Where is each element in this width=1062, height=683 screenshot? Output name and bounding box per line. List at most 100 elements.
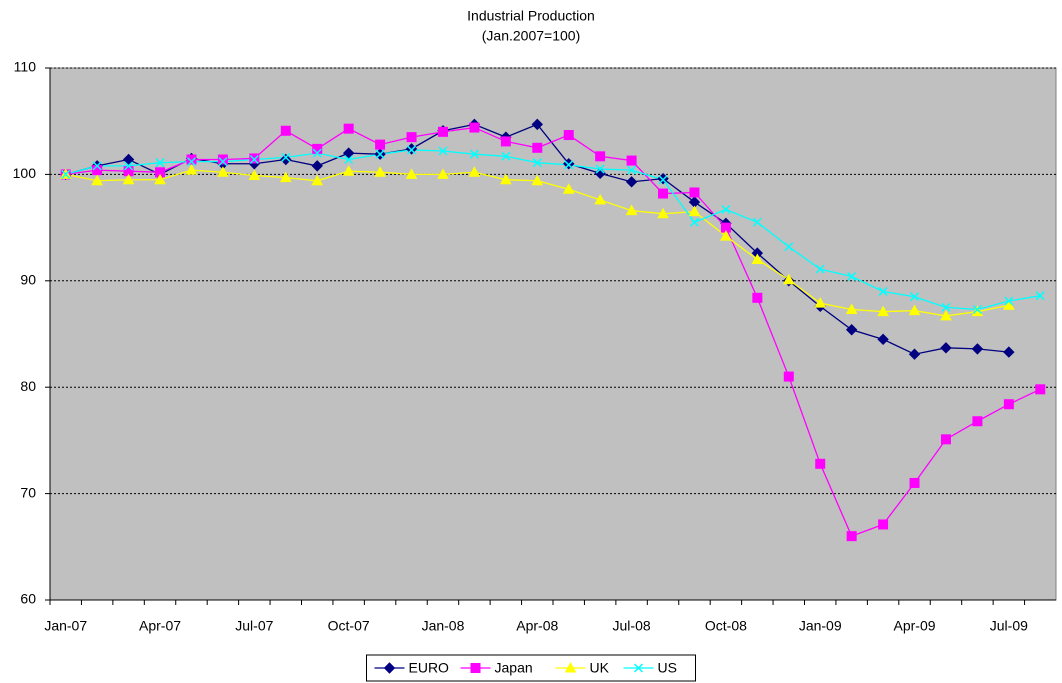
marker [61, 169, 71, 179]
marker [846, 531, 857, 542]
marker [972, 304, 982, 315]
marker [562, 183, 575, 194]
marker [594, 193, 607, 205]
marker [658, 175, 668, 185]
x-tick-label: Jul-09 [990, 618, 1028, 634]
legend-label: Japan [495, 660, 533, 676]
marker [437, 168, 449, 179]
marker [564, 160, 574, 170]
marker [752, 292, 763, 303]
marker [877, 305, 889, 317]
marker [940, 342, 952, 354]
marker [501, 151, 511, 161]
marker [122, 173, 135, 185]
legend-label: US [658, 660, 677, 676]
marker [783, 371, 794, 382]
y-tick-label: 110 [14, 59, 37, 75]
marker [627, 165, 637, 175]
marker [657, 207, 669, 219]
x-tick-label: Jul-08 [613, 618, 651, 634]
marker [342, 165, 355, 176]
marker [845, 303, 858, 315]
marker [217, 154, 228, 165]
marker [249, 154, 259, 165]
marker [437, 126, 448, 137]
marker [374, 166, 386, 177]
x-tick-label: Jul-07 [235, 618, 273, 634]
y-tick-label: 90 [20, 272, 36, 288]
marker [1004, 296, 1014, 306]
marker [908, 304, 921, 316]
marker [311, 174, 324, 186]
marker [469, 122, 480, 133]
marker [344, 154, 354, 165]
marker [185, 164, 198, 175]
marker [658, 188, 669, 199]
marker [1003, 399, 1014, 410]
marker [280, 153, 292, 166]
marker [383, 662, 396, 674]
marker [972, 416, 983, 427]
marker [721, 204, 731, 215]
marker [531, 174, 544, 186]
marker [752, 217, 762, 227]
marker [92, 165, 103, 176]
marker [909, 477, 920, 488]
marker [375, 139, 386, 150]
legend-label: EURO [409, 660, 450, 676]
marker [1035, 291, 1045, 301]
marker [814, 297, 827, 308]
marker [845, 324, 858, 336]
legend: EURO Japan UK US [366, 654, 696, 682]
marker [122, 153, 135, 166]
marker [784, 242, 794, 252]
marker [217, 166, 229, 177]
marker [532, 142, 543, 153]
marker [689, 217, 699, 227]
marker [91, 174, 104, 186]
marker [218, 157, 228, 167]
legend-label: UK [590, 660, 610, 676]
chart-subtitle: (Jan.2007=100) [482, 28, 580, 44]
marker [908, 348, 921, 360]
marker [847, 272, 857, 282]
marker [281, 152, 291, 162]
marker [595, 164, 605, 174]
marker [625, 204, 638, 216]
marker [1035, 384, 1046, 395]
marker [720, 230, 732, 241]
marker [186, 154, 197, 165]
marker [312, 148, 322, 158]
x-tick-label: Apr-09 [894, 618, 936, 634]
marker [499, 173, 512, 185]
marker [532, 158, 542, 168]
x-tick-label: Jan-07 [44, 618, 87, 634]
marker [342, 147, 355, 159]
marker [815, 264, 825, 274]
marker [625, 176, 638, 188]
marker [312, 143, 323, 154]
marker [405, 168, 418, 179]
marker [470, 663, 481, 673]
x-tick-label: Jan-08 [422, 618, 465, 634]
marker [815, 458, 826, 469]
marker [468, 166, 481, 177]
marker [595, 151, 606, 162]
marker [249, 153, 260, 164]
marker [124, 161, 134, 171]
marker [1002, 299, 1015, 310]
marker [633, 663, 644, 673]
marker [406, 132, 417, 143]
y-tick-label: 60 [20, 591, 36, 607]
marker [280, 125, 291, 136]
y-tick-label: 80 [20, 378, 36, 394]
marker [878, 519, 889, 530]
marker [407, 145, 417, 155]
marker [375, 149, 385, 159]
marker [279, 171, 292, 183]
marker [438, 146, 448, 156]
marker [782, 273, 795, 285]
marker [154, 173, 166, 185]
